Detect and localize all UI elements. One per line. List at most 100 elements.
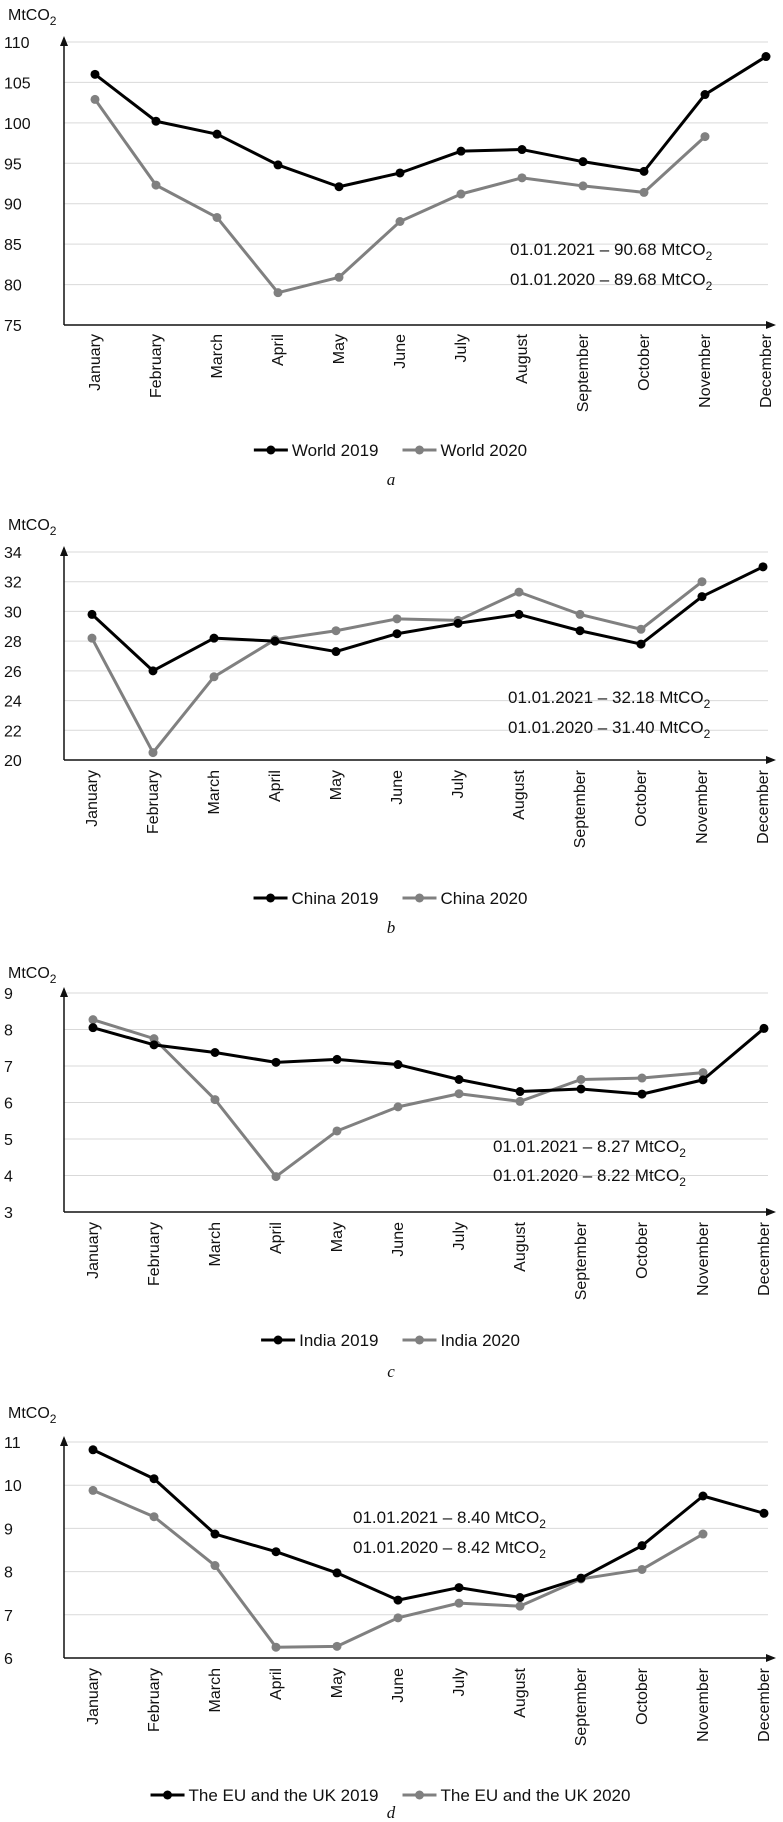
data-point [578, 181, 588, 191]
data-point [332, 1054, 342, 1064]
data-point [395, 168, 405, 178]
annotation-2020: 01.01.2020 – 8.22 MtCO2 [493, 1166, 686, 1189]
data-point [151, 116, 161, 126]
legend: The EU and the UK 2019 The EU and the UK … [150, 1786, 630, 1805]
data-point [454, 1089, 464, 1099]
y-tick-label: 7 [4, 1608, 13, 1625]
annotation-2021: 01.01.2021 – 8.27 MtCO2 [493, 1137, 686, 1160]
y-tick-label: 20 [4, 753, 22, 770]
data-point [515, 1087, 525, 1097]
y-tick-label: 90 [4, 197, 22, 214]
x-tick-label: August [514, 333, 531, 383]
annotation-2020: 01.01.2020 – 89.68 MtCO2 [510, 270, 713, 293]
legend-swatch-marker [415, 1335, 424, 1345]
data-point [393, 1595, 403, 1605]
data-point [331, 647, 341, 657]
x-tick-label: October [634, 1221, 651, 1279]
data-point [88, 1023, 98, 1033]
data-point [514, 587, 524, 597]
data-point [700, 132, 710, 142]
data-point [576, 1075, 586, 1085]
x-tick-label: February [146, 1668, 163, 1732]
x-tick-label: December [756, 1667, 773, 1741]
y-tick-label: 6 [4, 1096, 13, 1113]
legend-swatch-marker [415, 1790, 424, 1800]
data-point [271, 1057, 281, 1067]
y-tick-label: 8 [4, 1565, 13, 1582]
x-tick-label: January [87, 334, 104, 391]
y-tick-label: 22 [4, 723, 22, 740]
series-line [92, 1026, 765, 1096]
y-tick-label: 5 [4, 1132, 13, 1149]
x-tick-label: September [573, 1221, 590, 1300]
y-tick-label: 100 [4, 116, 31, 133]
data-point [210, 1561, 220, 1571]
data-point [575, 609, 585, 619]
legend-swatch-marker [415, 893, 424, 903]
data-point [332, 1641, 342, 1651]
data-point [210, 1047, 220, 1057]
x-tick-label: May [331, 334, 348, 364]
data-point [332, 1126, 342, 1136]
x-tick-label: April [268, 1668, 285, 1700]
y-tick-label: 24 [4, 694, 22, 711]
data-point [273, 288, 283, 298]
legend: India 2019 India 2020 [261, 1331, 520, 1350]
data-point [212, 129, 222, 139]
legend-swatch-marker [273, 1335, 283, 1345]
x-tick-label: September [575, 333, 592, 412]
data-point [334, 182, 344, 192]
x-tick-label: November [697, 333, 714, 407]
chart-panel-d: 6 7 8 9 10 11 MtCO2 January February March April Ma… [4, 1405, 776, 1822]
y-tick-label: 105 [4, 75, 31, 92]
y-tick-label: 85 [4, 237, 22, 254]
data-point [395, 217, 405, 227]
x-tick-label: July [453, 334, 470, 362]
data-point [517, 145, 527, 155]
chart-panel-b: 20 22 24 26 28 30 32 34 MtCO2 January February Marc… [4, 517, 776, 937]
data-point [393, 1060, 403, 1070]
legend-swatch-marker [163, 1790, 173, 1800]
x-tick-label: September [572, 769, 589, 848]
x-tick-label: August [512, 1667, 529, 1717]
data-point [273, 160, 283, 170]
legend-swatch-marker [415, 445, 424, 455]
y-tick-label: 10 [4, 1478, 22, 1495]
data-point [393, 1613, 403, 1623]
data-point [698, 1529, 708, 1539]
y-tick-label: 28 [4, 634, 22, 651]
x-axis-arrow [766, 321, 776, 329]
data-point [576, 1573, 586, 1583]
annotation-2021: 01.01.2021 – 8.40 MtCO2 [353, 1508, 546, 1531]
x-tick-label: December [756, 1221, 773, 1295]
data-point [637, 1073, 647, 1083]
x-tick-label: May [328, 770, 345, 800]
y-axis-arrow [60, 36, 68, 46]
data-point [517, 173, 527, 183]
data-point [210, 1529, 220, 1539]
y-tick-label: 7 [4, 1059, 13, 1076]
x-tick-label: October [634, 1667, 651, 1725]
data-point [515, 1593, 525, 1603]
annotation-2020: 01.01.2020 – 31.40 MtCO2 [508, 718, 711, 741]
data-point [271, 1172, 281, 1182]
data-point [271, 1642, 281, 1652]
data-point [515, 1601, 525, 1611]
data-point [761, 52, 771, 62]
legend: China 2019 China 2020 [253, 889, 527, 908]
data-point [271, 1547, 281, 1557]
x-tick-label: December [755, 769, 772, 843]
y-tick-label: 3 [4, 1205, 13, 1222]
x-tick-label: February [148, 334, 165, 398]
y-axis-arrow [60, 1436, 68, 1446]
y-tick-label: 34 [4, 545, 22, 562]
x-tick-label: January [85, 1222, 102, 1279]
panel-label: b [387, 918, 396, 937]
legend-label: China 2019 [292, 889, 379, 908]
data-point [639, 166, 649, 176]
y-tick-label: 11 [4, 1435, 21, 1452]
y-tick-label: 110 [4, 35, 30, 52]
y-unit-label: MtCO2 [8, 965, 57, 986]
x-axis-arrow [766, 1208, 776, 1216]
